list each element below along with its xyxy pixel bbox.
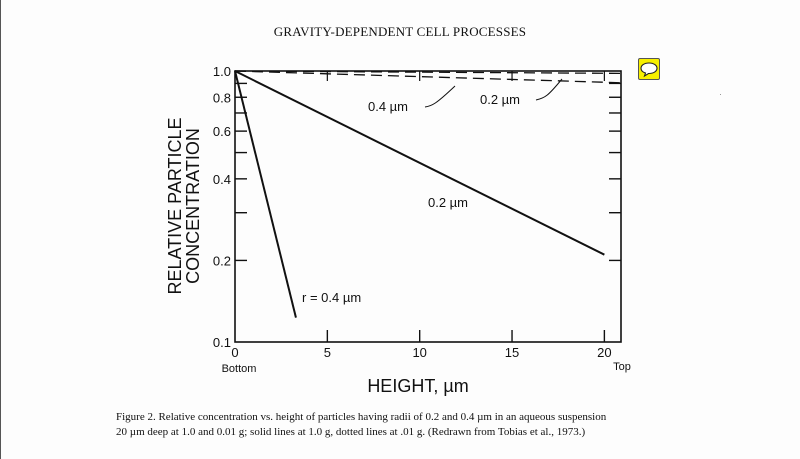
- y-axis-ticks: 0.1 0.2 0.4 0.6 0.8 1.0: [213, 64, 621, 350]
- series-line-dashed-3: [234, 70, 622, 84]
- window-left-border: [0, 0, 1, 459]
- x-tick-label: 5: [324, 345, 331, 360]
- leader-line-0-4um-dashed: [424, 85, 456, 108]
- x-end-label-bottom: Bottom: [222, 363, 257, 375]
- y-axis-title-line2: CONCENTRATION: [183, 128, 203, 284]
- speech-bubble-icon[interactable]: [638, 58, 660, 80]
- series-label-0-4um-dashed: 0.4 µm: [368, 99, 408, 114]
- series-line-dashed-2: [234, 70, 622, 75]
- x-tick-label: 0: [231, 345, 238, 360]
- series-label-0-2um-solid: 0.2 µm: [428, 195, 468, 210]
- plot-border: [234, 70, 622, 343]
- series-label-0-2um-dashed: 0.2 µm: [480, 92, 520, 107]
- y-tick-label: 0.2: [213, 253, 231, 268]
- page-header: GRAVITY-DEPENDENT CELL PROCESSES: [273, 24, 527, 39]
- figure-caption: Figure 2. Relative concentration vs. hei…: [116, 410, 716, 440]
- x-tick-label: 15: [505, 345, 519, 360]
- x-axis-title: HEIGHT, µm: [367, 376, 468, 396]
- series-line-solid-0: [234, 70, 605, 256]
- y-tick-label: 0.6: [213, 124, 231, 139]
- x-tick-label: 10: [412, 345, 426, 360]
- stray-mark: [720, 94, 721, 95]
- x-tick-label: 20: [597, 345, 611, 360]
- series-line-solid-1: [234, 70, 297, 318]
- y-axis-title-line1: RELATIVE PARTICLE: [165, 117, 185, 294]
- y-tick-label: 1.0: [213, 64, 231, 79]
- y-tick-label: 0.1: [213, 335, 231, 350]
- series-label-0-4um-solid: r = 0.4 µm: [302, 290, 361, 305]
- caption-line-1: Figure 2. Relative concentration vs. hei…: [116, 411, 607, 423]
- x-end-label-top: Top: [613, 361, 631, 373]
- caption-line-2: 20 µm deep at 1.0 and 0.01 g; solid line…: [116, 426, 586, 438]
- x-axis-ticks: 0 5 10 15 20: [231, 71, 612, 360]
- y-tick-label: 0.8: [213, 90, 231, 105]
- series-lines: [234, 70, 622, 318]
- leader-line-0-2um-dashed: [535, 78, 563, 101]
- plot-frame: [234, 70, 622, 343]
- y-tick-label: 0.4: [213, 172, 231, 187]
